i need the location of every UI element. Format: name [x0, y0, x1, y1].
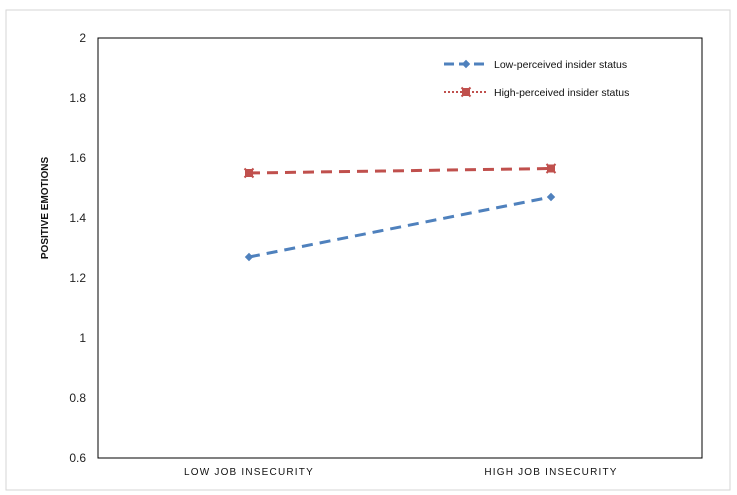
y-tick-label: 0.8 — [69, 391, 86, 405]
y-axis-title: POSITIVE EMOTIONS — [40, 157, 51, 260]
data-point — [546, 192, 556, 202]
x-category-label: HIGH JOB INSECURITY — [484, 467, 617, 478]
y-tick-label: 0.6 — [69, 451, 86, 465]
legend-item: Low-perceived insider status — [444, 59, 627, 71]
chart-area-border — [5, 9, 731, 491]
y-tick-label: 1.6 — [69, 151, 86, 165]
legend-label: High-perceived insider status — [494, 87, 629, 99]
series-line — [248, 195, 552, 259]
plot-area-border — [97, 37, 703, 459]
legend-marker — [461, 59, 471, 69]
series-1 — [243, 163, 557, 179]
x-axis-labels: LOW JOB INSECURITY HIGH JOB INSECURITY — [184, 467, 617, 478]
series-0 — [244, 192, 556, 262]
y-tick-label: 1.8 — [69, 91, 86, 105]
data-point — [545, 163, 557, 174]
y-tick-label: 1.2 — [69, 271, 86, 285]
legend-label: Low-perceived insider status — [494, 59, 627, 71]
data-point — [244, 252, 254, 262]
y-tick-label: 2 — [79, 31, 86, 45]
x-category-label: LOW JOB INSECURITY — [184, 467, 314, 478]
legend-marker — [460, 86, 472, 98]
y-tick-label: 1 — [79, 331, 86, 345]
y-axis-ticks: 0.6 0.8 1 1.2 1.4 1.6 1.8 2 — [69, 31, 86, 465]
legend-item: High-perceived insider status — [444, 86, 629, 99]
series-layer — [243, 163, 557, 262]
y-tick-label: 1.4 — [69, 211, 86, 225]
data-point — [243, 167, 255, 179]
series-line — [248, 167, 552, 175]
legend: Low-perceived insider status High-perceiv… — [444, 59, 629, 99]
